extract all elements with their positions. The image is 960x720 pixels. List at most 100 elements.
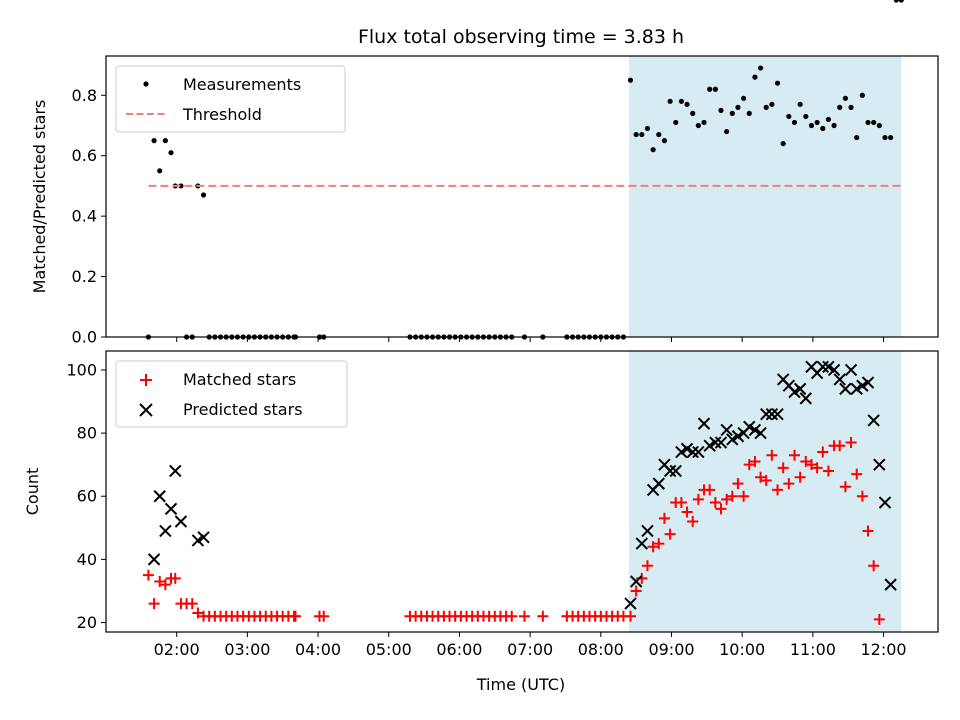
matched-stars-point	[658, 512, 670, 524]
matched-stars-point	[192, 607, 204, 619]
ratio-panel: 0.00.20.40.60.8 Matched/Predicted stars …	[30, 0, 939, 347]
legend-matched-marker	[140, 374, 152, 386]
matched-stars-point	[653, 538, 665, 550]
measurements-point	[752, 74, 758, 80]
predicted-stars-point	[844, 363, 858, 377]
matched-stars-point	[817, 446, 829, 458]
matched-stars-point	[625, 610, 637, 622]
measurements-point	[837, 104, 843, 110]
counts-legend: Matched stars Predicted stars	[115, 360, 348, 428]
matched-stars-point	[154, 575, 166, 587]
x-tick-label: 06:00	[436, 640, 482, 659]
predicted-stars-point	[884, 578, 897, 591]
matched-stars-point	[630, 585, 642, 597]
predicted-stars-point	[765, 407, 779, 421]
predicted-stars-point	[624, 597, 637, 610]
counts-legend-box	[115, 360, 348, 428]
measurements-point	[650, 147, 656, 153]
matched-stars-point	[721, 493, 733, 505]
predicted-stars-point	[799, 392, 813, 405]
ratio-y-tick-label: 0.6	[72, 146, 97, 165]
predicted-stars-point	[839, 382, 852, 396]
predicted-stars-point	[709, 436, 722, 449]
predicted-stars-point	[726, 433, 739, 446]
predicted-stars-point	[788, 385, 801, 399]
predicted-stars-point	[169, 464, 182, 478]
predicted-stars-point	[652, 477, 665, 490]
predicted-stars-point	[641, 524, 654, 538]
matched-stars-point	[704, 484, 716, 496]
measurements-point	[644, 125, 651, 132]
measurements-point	[178, 183, 184, 189]
matched-stars-point	[789, 449, 801, 461]
measurements-point	[876, 122, 882, 129]
measurements-point	[854, 134, 860, 141]
measurements-point	[803, 113, 809, 120]
predicted-stars-point	[861, 376, 875, 389]
matched-stars-point	[777, 462, 789, 474]
x-tick-label: 10:00	[719, 640, 765, 659]
matched-stars-point	[142, 569, 154, 581]
ratio-y-tick-label: 0.8	[72, 86, 97, 105]
measurements-point	[684, 101, 690, 107]
legend-measurements-marker	[143, 81, 149, 87]
counts-panel: 20 40 60 80 100 02:00 03:00 04:00 05:00 06:00 07:…	[23, 350, 939, 694]
measurements-point	[780, 141, 786, 147]
predicted-stars-point	[754, 426, 767, 440]
counts-data	[142, 360, 897, 625]
ratio-y-tick-label: 0.2	[72, 267, 97, 286]
matched-stars-point	[822, 465, 834, 477]
measurements-point	[888, 134, 894, 141]
counts-y-tick-label: 20	[77, 613, 97, 632]
x-tick-label: 08:00	[578, 640, 624, 659]
matched-stars-point	[186, 598, 198, 610]
measurements-point	[690, 110, 696, 117]
ratio-legend-box	[115, 65, 346, 133]
measurements-point	[678, 98, 685, 104]
predicted-stars-point	[878, 496, 892, 509]
x-tick-label: 12:00	[861, 640, 907, 659]
measurements-point	[701, 119, 707, 126]
matched-stars-point	[675, 497, 687, 509]
matched-stars-point	[318, 610, 330, 622]
x-tick-label: 09:00	[648, 640, 694, 659]
x-tick-label: 03:00	[224, 640, 270, 659]
counts-axes-frame	[105, 350, 939, 633]
matched-stars-point	[743, 459, 755, 471]
predicted-stars-point	[629, 575, 643, 588]
predicted-stars-point	[760, 407, 773, 421]
predicted-stars-point	[822, 360, 835, 373]
matched-stars-point	[159, 579, 171, 591]
measurements-point	[735, 104, 741, 110]
measurements-point	[746, 110, 752, 117]
predicted-stars-point	[164, 502, 178, 516]
measurements-point	[673, 119, 679, 126]
predicted-stars-point	[816, 360, 829, 373]
measurements-point	[707, 86, 713, 92]
matched-stars-point	[647, 541, 659, 553]
matched-stars-point	[148, 598, 160, 610]
matched-stars-point	[692, 493, 704, 505]
matched-stars-point	[760, 474, 772, 486]
matched-stars-point	[715, 503, 727, 515]
predicted-stars-point	[174, 515, 188, 528]
measurements-point	[831, 122, 837, 129]
matched-stars-point	[794, 471, 806, 483]
matched-stars-point	[681, 506, 693, 518]
measurements-point	[627, 77, 634, 83]
matched-stars-point	[289, 610, 301, 622]
matched-stars-point	[800, 456, 812, 468]
matched-stars-point	[641, 560, 653, 572]
predicted-stars-point	[635, 537, 649, 550]
matched-stars-point	[518, 610, 530, 622]
measurements-point	[774, 80, 781, 86]
counts-y-axis-label: Count	[23, 468, 42, 516]
x-tick-label: 05:00	[366, 640, 412, 659]
predicted-stars-point	[873, 458, 886, 471]
x-axis-label: Time (UTC)	[476, 675, 565, 694]
legend-predicted-label: Predicted stars	[183, 400, 303, 419]
matched-stars-point	[537, 610, 549, 622]
counts-y-tick-label: 100	[66, 360, 97, 379]
predicted-stars-point	[191, 534, 205, 547]
